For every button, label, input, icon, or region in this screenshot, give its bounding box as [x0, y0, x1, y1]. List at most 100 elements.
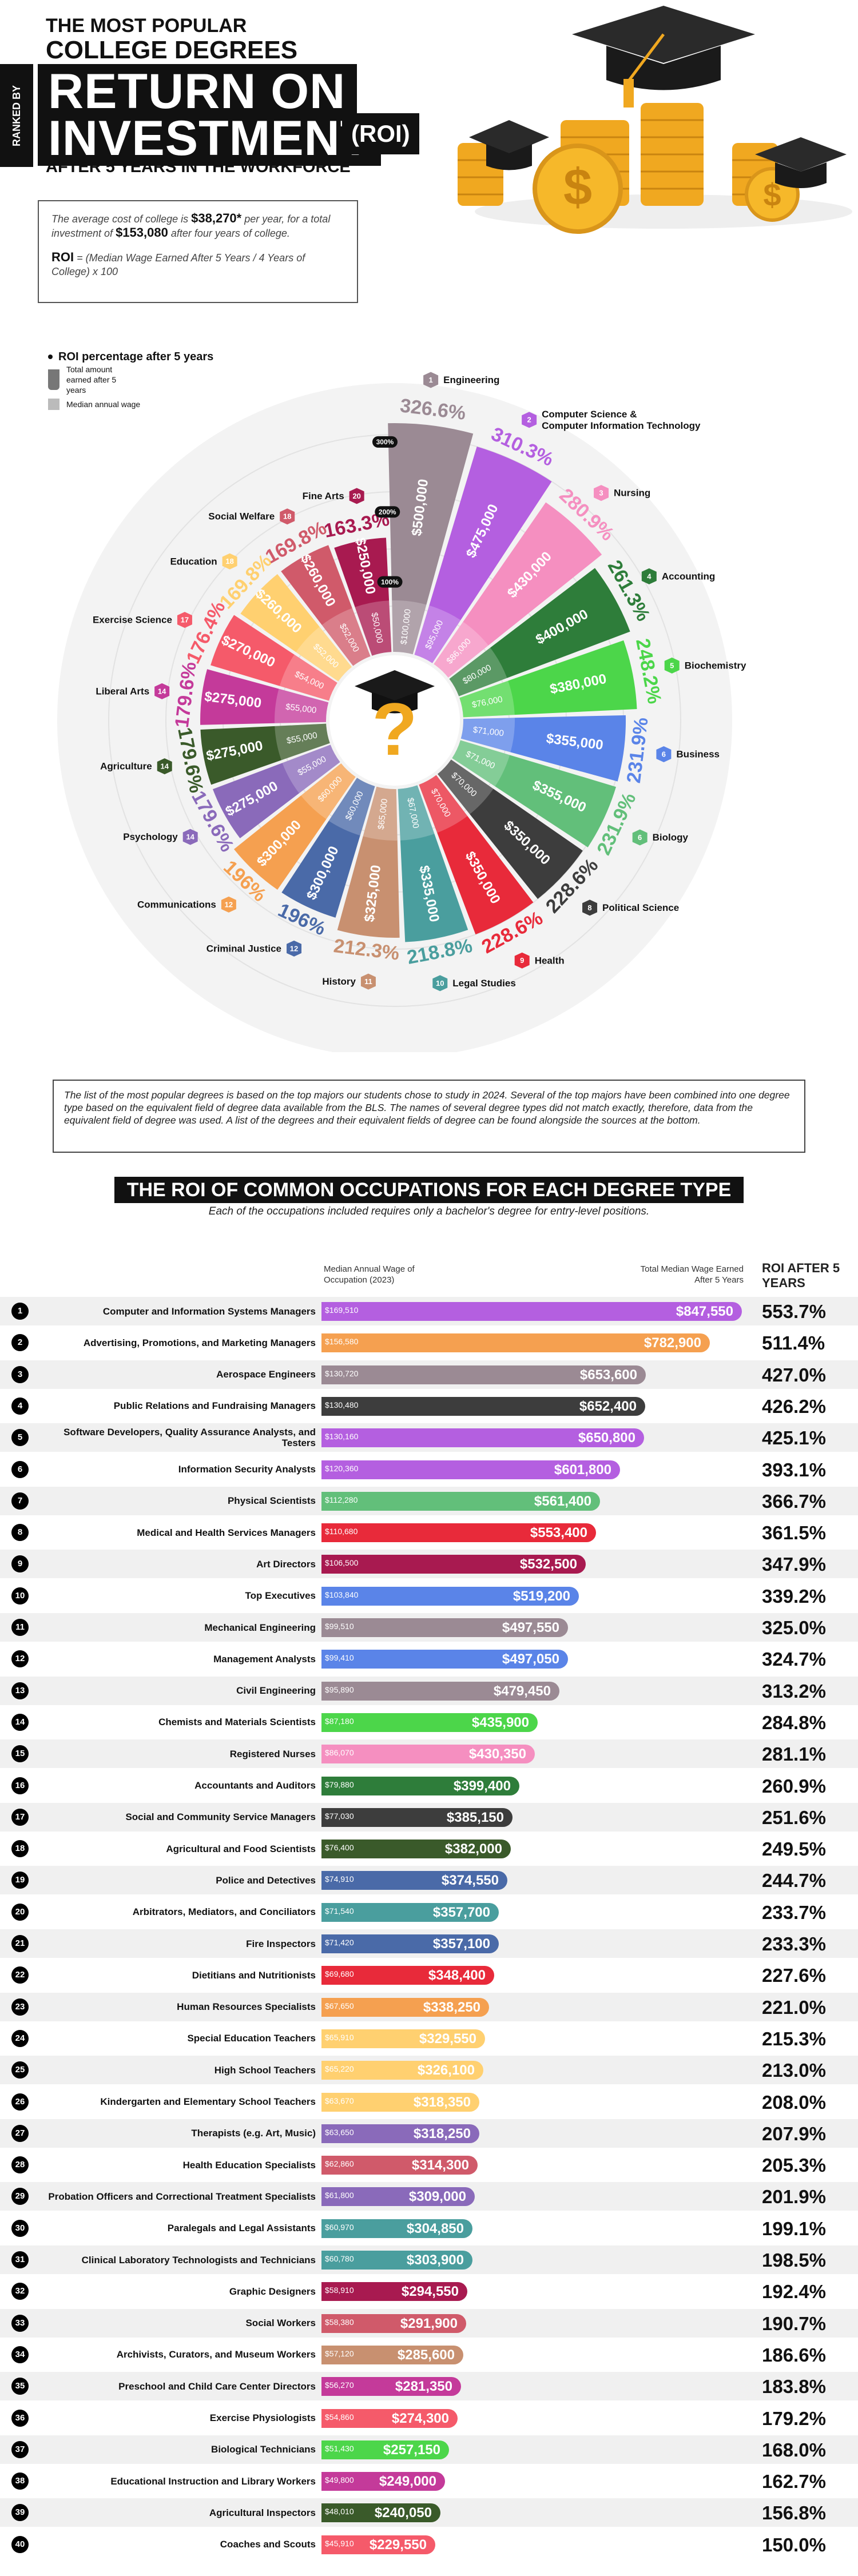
- roi-value: 393.1%: [762, 1459, 826, 1480]
- table-row: 25 High School Teachers $65,220 $326,100 213…: [0, 2056, 858, 2085]
- total-wage-bar: [321, 1523, 596, 1543]
- rank-badge-number: 20: [352, 492, 360, 500]
- rank-badge-icon: [349, 488, 364, 504]
- table-row: 18 Agricultural and Food Scientists $76,40…: [0, 1834, 858, 1863]
- table-row: 16 Accountants and Auditors $79,880 $399,40…: [0, 1771, 858, 1800]
- roi-value: 361.5%: [762, 1522, 826, 1544]
- total-earned-label: $357,100: [432, 1936, 490, 1952]
- rank-badge: 3: [11, 1365, 29, 1383]
- total-earned-label: $430,350: [468, 1746, 526, 1762]
- roi-value: 284.8%: [762, 1711, 826, 1733]
- occupation-name: Agricultural Inspectors: [209, 2507, 316, 2518]
- rank-badge-number: 10: [436, 979, 444, 988]
- graduation-coins-illustration: $ $: [458, 6, 852, 234]
- roi-value: 260.9%: [762, 1775, 826, 1797]
- wage-label-11: $65,000: [376, 798, 390, 830]
- total-wage-bar: [321, 1618, 568, 1637]
- occupation-name: Human Resources Specialists: [177, 2001, 316, 2013]
- cost-text-2: per year, for a total investment of: [51, 213, 331, 239]
- table-row: 34 Archivists, Curators, and Museum Worke…: [0, 2340, 858, 2369]
- roi-value: 207.9%: [762, 2123, 826, 2144]
- rank-badge-icon: [222, 553, 237, 570]
- occupation-name: Social and Community Service Managers: [125, 1811, 316, 1823]
- median-wage-label: $79,880: [325, 1779, 354, 1789]
- median-wage-label: $106,500: [325, 1558, 359, 1568]
- occupation-name: Clinical Laboratory Technologists and Te…: [81, 2254, 316, 2266]
- table-row: 13 Civil Engineering $95,890 $479,450 313.2%: [0, 1676, 858, 1705]
- total-earned-label: $257,150: [383, 2442, 440, 2458]
- total-wage-bar: [321, 2029, 485, 2048]
- roi-value: 281.1%: [762, 1743, 826, 1765]
- wedge-20: [334, 538, 392, 656]
- table-row: 37 Biological Technicians $51,430 $257,150 1…: [0, 2435, 858, 2464]
- occupation-name: Graphic Designers: [229, 2286, 316, 2297]
- total-wage-bar: [321, 2187, 475, 2207]
- median-wage-label: $51,430: [325, 2443, 354, 2453]
- legend-title: ROI percentage after 5 years: [58, 351, 214, 363]
- median-wage-label: $49,800: [325, 2475, 354, 2485]
- total-wage-bar: [321, 2472, 445, 2491]
- rank-badge: 17: [11, 1808, 29, 1826]
- rank-badge: 6: [11, 1460, 29, 1478]
- occupation-table: 1 Computer and Information Systems Manage…: [0, 1297, 858, 2576]
- median-wage-label: $156,580: [325, 1337, 359, 1347]
- occupation-name: Software Developers, Quality Assurance A…: [63, 1427, 316, 1449]
- wedge-13: [234, 763, 356, 890]
- occupation-name: Special Education Teachers: [187, 2033, 316, 2044]
- table-row: 38 Educational Instruction and Library Wo…: [0, 2467, 858, 2495]
- roi-value: 150.0%: [762, 2534, 826, 2555]
- table-row: 31 Clinical Laboratory Technologists and …: [0, 2245, 858, 2274]
- total-earned-label: $435,900: [471, 1714, 529, 1730]
- occupation-name: Exercise Physiologists: [209, 2412, 316, 2423]
- table-row: 2 Advertising, Promotions, and Marketing …: [0, 1328, 858, 1357]
- category-label: Computer Science &: [542, 409, 637, 420]
- median-wage-label: $87,180: [325, 1716, 354, 1726]
- total-wage-bar: [321, 1491, 600, 1511]
- wedge-17: [210, 615, 337, 701]
- rank-badge: 23: [11, 1998, 29, 2016]
- rank-badge-number: 2: [527, 416, 531, 424]
- total-earned-label: $382,000: [444, 1841, 502, 1857]
- roi-value: 426.2%: [762, 1395, 826, 1417]
- median-wage-label: $62,860: [325, 2159, 354, 2169]
- rank-badge-icon: [221, 896, 236, 913]
- occupation-name: Therapists (e.g. Art, Music): [191, 2128, 316, 2139]
- median-wage-label: $99,510: [325, 1622, 354, 1631]
- total-earned-label: $532,500: [519, 1556, 577, 1572]
- rank-badge-number: 5: [670, 661, 674, 670]
- total-earned-label: $553,400: [530, 1525, 587, 1541]
- table-row: 35 Preschool and Child Care Center Direct…: [0, 2372, 858, 2401]
- rank-badge: 34: [11, 2346, 29, 2363]
- total-earned-label: $653,600: [579, 1367, 637, 1383]
- wage-band-8: [438, 759, 494, 814]
- total-wage-bar: [321, 2092, 479, 2112]
- table-row: 11 Mechanical Engineering $99,510 $497,550 3…: [0, 1613, 858, 1642]
- wage-band-15: [275, 723, 330, 761]
- total-earned-label: $652,400: [579, 1398, 637, 1414]
- table-row: 40 Coaches and Scouts $45,910 $229,550 150.0…: [0, 2530, 858, 2559]
- wedge-7: [452, 740, 616, 847]
- table-row: 19 Police and Detectives $74,910 $374,550 24…: [0, 1866, 858, 1895]
- total-wage-bar: [321, 2314, 466, 2333]
- occupation-name: Medical and Health Services Managers: [137, 1527, 316, 1538]
- median-wage-label: $65,910: [325, 2032, 354, 2042]
- wage-band-9: [419, 775, 468, 833]
- total-earned-label: $601,800: [554, 1462, 611, 1478]
- total-wage-bar: [321, 1745, 535, 1764]
- category-label: Agriculture: [100, 761, 152, 772]
- rank-badge: 4: [11, 1397, 29, 1415]
- wedge-10: [398, 785, 468, 942]
- cost-total: $153,080: [116, 225, 168, 240]
- wage-label-16: $55,000: [285, 702, 317, 715]
- wage-band-19: [321, 608, 371, 666]
- graduation-cap-icon: [469, 6, 847, 188]
- category-7: 6 Biology: [632, 829, 689, 846]
- category-18: 18 Education: [170, 553, 237, 570]
- total-earned-label: $650,800: [578, 1430, 635, 1446]
- rank-badge: 18: [11, 1840, 29, 1858]
- median-wage-label: $71,540: [325, 1906, 354, 1916]
- rank-badge-number: 9: [520, 956, 524, 965]
- roi-value: 325.0%: [762, 1617, 826, 1638]
- category-label: Engineering: [443, 375, 499, 385]
- rank-badge: 36: [11, 2409, 29, 2427]
